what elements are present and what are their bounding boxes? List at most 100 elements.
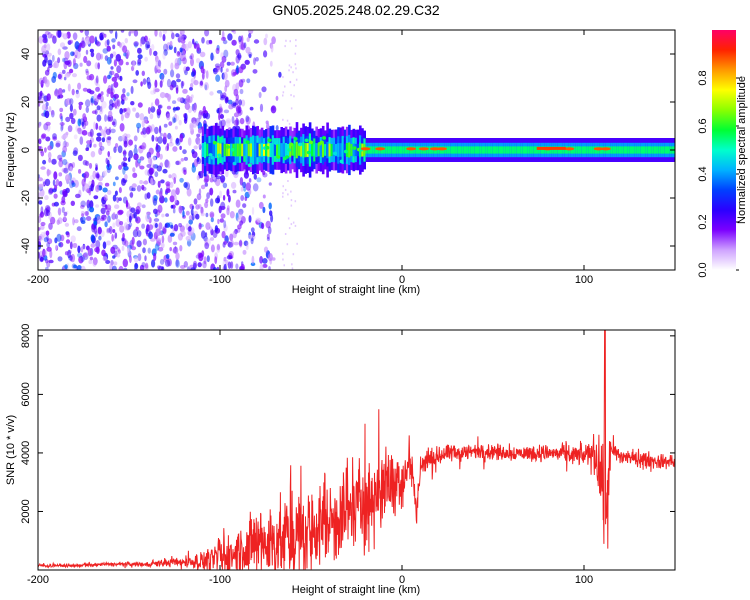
band-cell [474,146,478,154]
noise-blob [220,119,226,128]
noise-blob [154,30,158,37]
noise-blob [93,143,97,148]
band-cell [385,146,388,154]
noise-blob [107,190,112,195]
noise-blob [165,213,170,217]
noise-blob [98,235,102,241]
noise-blob [140,36,146,45]
noise-blob [90,183,94,192]
noise-blob [248,178,252,183]
noise-blob [53,201,60,207]
noise-blob [102,48,109,54]
band-cell [217,142,220,158]
noise-blob [71,182,76,188]
band-cell [557,146,561,154]
noise-blob [69,112,74,120]
noise-blob [72,150,78,157]
noise-blob [208,39,213,44]
noise-speckle [293,95,295,98]
noise-blob [149,48,152,56]
band-cell [280,143,283,157]
noise-blob [43,237,49,243]
noise-blob [109,70,115,76]
noise-blob [197,128,202,134]
noise-blob [278,71,282,78]
colorbar-ticks: 0.0 0.2 0.4 0.6 0.8 [697,70,739,278]
noise-blob [233,30,237,35]
noise-blob [70,200,76,206]
noise-blob [148,167,154,176]
noise-blob [159,191,163,198]
noise-blob [182,50,186,56]
band-cell [453,146,456,154]
band-cell [418,146,421,154]
noise-blob [106,39,110,46]
noise-blob [40,231,46,238]
noise-blob [112,212,116,220]
band-cell [210,142,214,158]
noise-blob [253,57,256,66]
noise-blob [104,182,110,187]
noise-blob [224,79,230,88]
colorbar-tick-label: 0.4 [697,166,709,181]
noise-blob [64,222,70,227]
noise-blob [124,174,128,180]
noise-blob [222,36,226,41]
noise-blob [107,74,111,80]
noise-blob [179,245,183,252]
noise-blob [73,264,78,269]
noise-blob [90,98,94,103]
band-blob [217,153,222,158]
band-cell [625,146,629,154]
noise-blob [200,184,206,190]
noise-blob [82,253,88,258]
noise-blob [78,169,82,174]
band-cell [649,146,653,154]
noise-blob [169,40,173,47]
band-cell [245,142,249,158]
colorbar-tick-label: 0.6 [697,118,709,133]
noise-blob [43,76,48,84]
band-cell [400,146,404,154]
noise-speckle [288,69,290,72]
noise-blob [226,205,230,211]
noise-blob [189,83,194,88]
band-cell [234,143,238,157]
noise-blob [222,39,228,45]
noise-blob [250,227,255,233]
noise-blob [123,222,129,231]
noise-blob [42,37,48,44]
noise-blob [175,160,180,166]
noise-blob [233,241,239,246]
noise-blob [118,164,123,170]
band-cell [293,143,297,157]
noise-blob [163,68,168,75]
noise-blob [69,39,73,44]
noise-blob [115,30,118,40]
noise-blob [196,193,202,201]
band-cell [247,143,251,157]
noise-blob [200,212,205,217]
noise-blob [192,38,195,45]
noise-blob [230,61,235,66]
noise-blob [89,256,94,261]
noise-blob [262,194,266,199]
band-cell [468,146,471,154]
band-cell [339,143,342,157]
noise-blob [215,74,221,82]
band-cell [494,146,498,154]
noise-blob [44,195,49,201]
noise-blob [111,38,116,43]
noise-blob [163,49,168,56]
noise-blob [85,68,89,74]
band-cell [531,146,535,154]
band-blob [322,136,327,140]
y-tick-label: 2000 [20,499,32,523]
noise-blob [182,149,187,155]
noise-blob [228,194,231,203]
noise-blob [158,31,163,38]
noise-blob [112,255,116,259]
band-blob [304,138,309,143]
noise-blob [121,245,125,251]
noise-blob [205,40,211,45]
